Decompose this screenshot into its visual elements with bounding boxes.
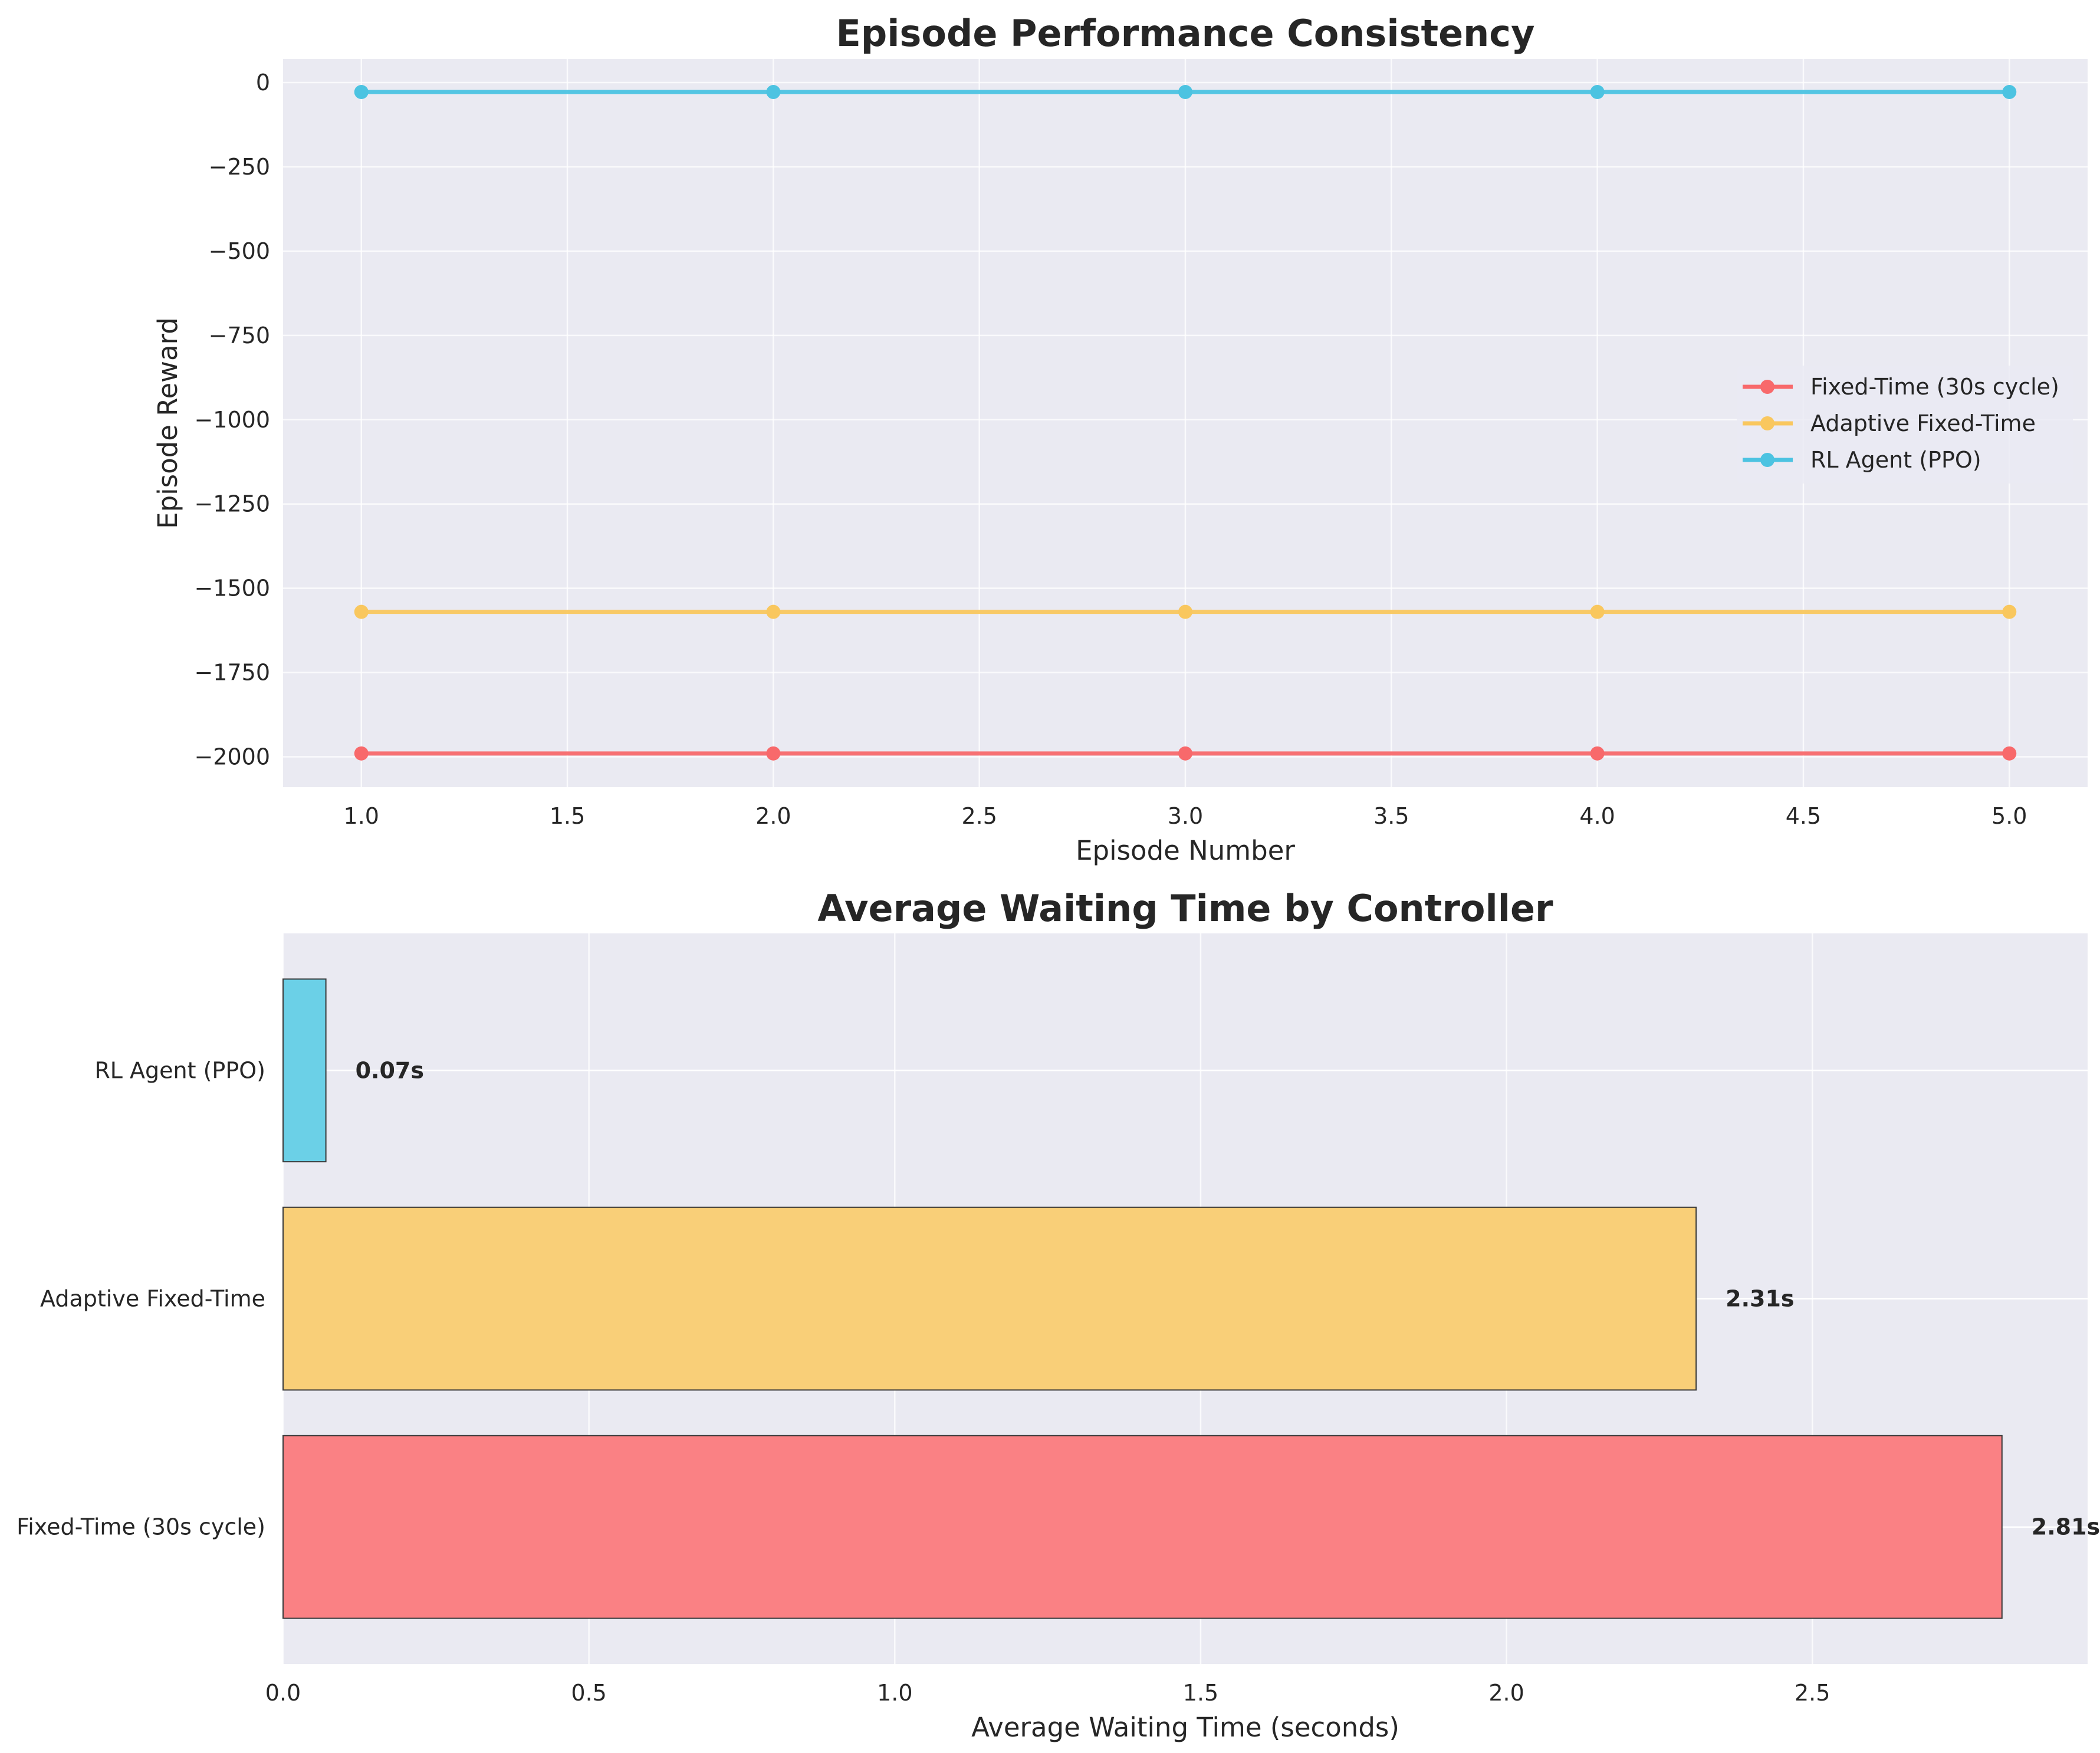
legend-entry-label: RL Agent (PPO) (1810, 447, 1981, 473)
bar-chart: 2.81s 2.31s 0.07s 0.0 0.5 1.0 1.5 2.0 2.5 Fixed-… (17, 887, 2100, 1743)
x-tick-label: 2.5 (1795, 1680, 1830, 1706)
line-gridlines (283, 59, 2088, 787)
legend-swatch-marker (1760, 453, 1774, 467)
legend-box (1737, 366, 2073, 484)
line-series-group (354, 85, 2017, 761)
y-tick-label: −750 (209, 323, 270, 348)
legend-swatch-marker (1760, 380, 1774, 394)
data-point (354, 746, 369, 761)
data-point (1178, 85, 1192, 100)
bar-tick-labels: 0.0 0.5 1.0 1.5 2.0 2.5 Fixed-Time (30s cycle)… (17, 1057, 1830, 1706)
legend-entry-label: Fixed-Time (30s cycle) (1810, 374, 2059, 400)
y-tick-label: 0 (256, 70, 270, 96)
x-tick-label: 0.5 (571, 1680, 606, 1706)
bar-value-label: 2.81s (2032, 1514, 2100, 1540)
bar-value-label: 0.07s (356, 1057, 424, 1083)
x-tick-label: 1.0 (877, 1680, 912, 1706)
category-tick-label: Fixed-Time (30s cycle) (17, 1514, 265, 1540)
bar (282, 1206, 1697, 1391)
data-point (1178, 604, 1192, 619)
legend-entry-label: Adaptive Fixed-Time (1810, 410, 2036, 436)
y-tick-label: −250 (209, 154, 270, 180)
category-tick-label: Adaptive Fixed-Time (40, 1286, 265, 1312)
data-point (2002, 85, 2017, 100)
y-tick-label: −1000 (194, 407, 270, 433)
x-tick-label: 2.5 (961, 803, 997, 829)
line-chart-title: Episode Performance Consistency (836, 12, 1535, 55)
x-tick-label: 3.0 (1168, 803, 1203, 829)
data-point (354, 604, 369, 619)
line-x-axis-label: Episode Number (1076, 835, 1295, 866)
bar-group: 2.81s 2.31s 0.07s (282, 978, 2100, 1619)
data-point (2002, 604, 2017, 619)
x-tick-label: 5.0 (1991, 803, 2027, 829)
x-tick-label: 4.5 (1786, 803, 1821, 829)
x-tick-label: 3.5 (1373, 803, 1409, 829)
x-tick-label: 0.0 (265, 1680, 301, 1706)
x-tick-label: 2.0 (755, 803, 791, 829)
y-tick-label: −2000 (194, 744, 270, 770)
data-point (1590, 746, 1605, 761)
y-tick-label: −1250 (194, 491, 270, 517)
x-tick-label: 1.5 (1183, 1680, 1218, 1706)
bar-value-label: 2.31s (1726, 1286, 1794, 1312)
line-chart: 1.0 1.5 2.0 2.5 3.0 3.5 4.0 4.5 5.0 0 −250 −500 −750… (152, 12, 2088, 866)
y-tick-label: −1500 (194, 575, 270, 601)
data-point (1590, 85, 1605, 100)
y-tick-label: −500 (209, 238, 270, 264)
x-tick-label: 2.0 (1488, 1680, 1524, 1706)
line-y-axis-label: Episode Reward (152, 317, 183, 529)
bar (282, 1435, 2003, 1619)
bar (282, 978, 327, 1163)
bar-x-axis-label: Average Waiting Time (seconds) (971, 1712, 1399, 1743)
data-point (766, 604, 781, 619)
x-tick-label: 1.0 (344, 803, 379, 829)
x-tick-label: 1.5 (550, 803, 585, 829)
category-tick-label: RL Agent (PPO) (94, 1057, 265, 1083)
line-tick-labels: 1.0 1.5 2.0 2.5 3.0 3.5 4.0 4.5 5.0 0 −250 −500 −750… (194, 70, 2027, 829)
data-point (354, 85, 369, 100)
data-point (766, 85, 781, 100)
bar-chart-title: Average Waiting Time by Controller (817, 887, 1553, 930)
legend-swatch-marker (1760, 416, 1774, 430)
y-tick-label: −1750 (194, 660, 270, 686)
legend: Fixed-Time (30s cycle) Adaptive Fixed-Tim… (1737, 366, 2073, 484)
data-point (766, 746, 781, 761)
data-point (2002, 746, 2017, 761)
x-tick-label: 4.0 (1579, 803, 1615, 829)
data-point (1178, 746, 1192, 761)
data-point (1590, 604, 1605, 619)
